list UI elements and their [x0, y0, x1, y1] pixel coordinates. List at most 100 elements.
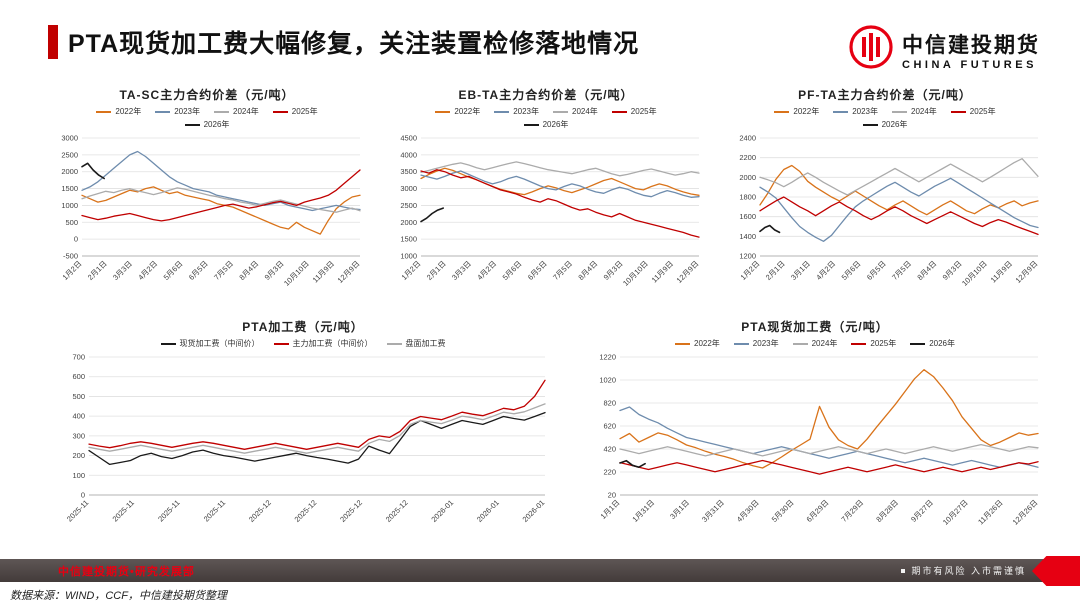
legend-item: 2022年	[96, 106, 141, 117]
svg-text:11月9日: 11月9日	[989, 259, 1014, 284]
legend-swatch-icon	[774, 110, 790, 113]
svg-text:6月5日: 6月5日	[865, 259, 888, 282]
svg-text:3月1日: 3月1日	[789, 259, 812, 282]
svg-text:1200: 1200	[739, 252, 756, 261]
legend-item: 2025年	[611, 106, 657, 117]
svg-text:6月5日: 6月5日	[187, 259, 210, 282]
svg-text:2月1日: 2月1日	[425, 259, 448, 282]
svg-text:600: 600	[72, 372, 85, 381]
svg-text:0: 0	[81, 491, 85, 500]
chart-pta-processing-fee: PTA加工费（元/吨） 现货加工费（中间价） 主力加工费（中间价） 盘面加工费 0 1…	[48, 318, 558, 546]
svg-text:9月27日: 9月27日	[909, 498, 935, 524]
legend-item: 盘面加工费	[386, 338, 446, 349]
svg-text:220: 220	[603, 468, 616, 477]
svg-text:0: 0	[74, 235, 78, 244]
legend-label: 2022年	[454, 107, 481, 116]
svg-text:5月6日: 5月6日	[840, 259, 863, 282]
svg-text:4月2日: 4月2日	[136, 259, 159, 282]
svg-text:3月3日: 3月3日	[111, 259, 134, 282]
svg-text:200: 200	[72, 451, 85, 460]
svg-text:9月3日: 9月3日	[263, 259, 286, 282]
legend-swatch-icon	[611, 110, 627, 113]
legend-label: 2024年	[233, 107, 259, 116]
legend-label: 2022年	[115, 107, 142, 116]
svg-text:2月1日: 2月1日	[86, 259, 109, 282]
chart-canvas: 1000 1500 2000 2500 3000 3500 4000 4500 1月2日 2月1日…	[400, 134, 701, 288]
legend-swatch-icon	[494, 110, 510, 113]
legend-item: 2026年	[910, 338, 955, 349]
svg-text:1400: 1400	[739, 232, 756, 241]
legend-label: 2022年	[793, 107, 820, 116]
svg-text:11月9日: 11月9日	[311, 259, 336, 284]
svg-text:5月30日: 5月30日	[770, 498, 796, 524]
svg-text:1000: 1000	[400, 252, 417, 261]
svg-text:4月2日: 4月2日	[475, 259, 498, 282]
svg-text:20: 20	[608, 491, 616, 500]
svg-text:1月2日: 1月2日	[400, 259, 423, 282]
legend-item: 2026年	[523, 119, 568, 130]
legend-item: 2023年	[733, 338, 779, 349]
svg-text:620: 620	[603, 422, 616, 431]
svg-text:7月5日: 7月5日	[890, 259, 913, 282]
chart-plot: -500 0 500 1000 1500 2000 2500 3000 1月2日 2月1日 3月3日…	[46, 132, 368, 307]
chart-title: PF-TA主力合约价差（元/吨）	[798, 88, 972, 102]
page-title: PTA现货加工费大幅修复，关注装置检修落地情况	[68, 30, 640, 58]
chart-eb-ta-spread: EB-TA主力合约价差（元/吨） 2022年 2023年 2024年 2025年 202…	[381, 86, 711, 307]
svg-text:2025-12: 2025-12	[293, 498, 319, 524]
chart-title: PTA加工费（元/吨）	[242, 320, 364, 334]
svg-text:400: 400	[72, 412, 85, 421]
legend-item: 2026年	[184, 119, 229, 130]
legend-swatch-icon	[892, 110, 907, 113]
svg-text:10月10日: 10月10日	[960, 259, 989, 288]
legend-label: 主力加工费（中间价）	[292, 339, 373, 348]
svg-text:10月10日: 10月10日	[621, 259, 650, 288]
svg-text:2025-12: 2025-12	[247, 498, 273, 524]
svg-text:2200: 2200	[739, 153, 756, 162]
svg-text:2000: 2000	[61, 167, 78, 176]
svg-text:2025-11: 2025-11	[65, 498, 90, 523]
svg-text:8月4日: 8月4日	[915, 259, 938, 282]
chart-plot: 1000 1500 2000 2500 3000 3500 4000 4500 1月2日 2月1日…	[385, 132, 707, 307]
legend-label: 2023年	[852, 107, 878, 116]
svg-text:3000: 3000	[400, 184, 417, 193]
svg-text:1600: 1600	[739, 212, 756, 221]
legend-label: 2023年	[513, 107, 539, 116]
chart-canvas: -500 0 500 1000 1500 2000 2500 3000 1月2日 2月1日 3月3日…	[61, 134, 362, 288]
svg-text:8月28日: 8月28日	[874, 498, 900, 524]
logo-icon	[848, 24, 894, 75]
legend-swatch-icon	[160, 342, 176, 345]
svg-text:6月29日: 6月29日	[805, 498, 831, 524]
header: PTA现货加工费大幅修复，关注装置检修落地情况 中信建投期货 CHINA FUT…	[48, 24, 1040, 75]
charts-bottom-row: PTA加工费（元/吨） 现货加工费（中间价） 主力加工费（中间价） 盘面加工费 0 1…	[48, 318, 1050, 546]
svg-text:3月1日: 3月1日	[668, 498, 691, 521]
footer-disclaimer: 期市有风险 入市需谨慎	[901, 564, 1026, 577]
legend-swatch-icon	[214, 110, 229, 113]
svg-text:6月5日: 6月5日	[526, 259, 549, 282]
svg-text:7月5日: 7月5日	[212, 259, 235, 282]
svg-text:2025-12: 2025-12	[384, 498, 410, 524]
svg-text:2026-01: 2026-01	[429, 498, 455, 524]
svg-text:8月4日: 8月4日	[576, 259, 599, 282]
chart-title: TA-SC主力合约价差（元/吨）	[119, 88, 295, 102]
legend-swatch-icon	[733, 342, 749, 345]
svg-text:1800: 1800	[739, 193, 756, 202]
title-wrap: PTA现货加工费大幅修复，关注装置检修落地情况	[48, 24, 639, 60]
chart-canvas: 1200 1400 1600 1800 2000 2200 2400 1月2日 2月1日 3月1日…	[739, 134, 1040, 288]
footer-department: 中信建投期货•研究发展部	[58, 565, 195, 578]
svg-text:5月6日: 5月6日	[162, 259, 185, 282]
legend-swatch-icon	[273, 342, 289, 345]
svg-text:12月26日: 12月26日	[1011, 498, 1040, 527]
svg-text:3月3日: 3月3日	[450, 259, 473, 282]
svg-text:1月1日: 1月1日	[599, 498, 622, 521]
svg-text:4月2日: 4月2日	[814, 259, 837, 282]
svg-text:11月26日: 11月26日	[976, 498, 1004, 526]
svg-text:2000: 2000	[739, 173, 756, 182]
svg-text:1020: 1020	[599, 376, 616, 385]
legend-swatch-icon	[950, 110, 966, 113]
legend-swatch-icon	[910, 342, 926, 345]
svg-text:10月27日: 10月27日	[941, 498, 970, 527]
legend-label: 2024年	[572, 107, 598, 116]
title-accent-bar	[48, 25, 58, 59]
legend-swatch-icon	[386, 342, 402, 345]
